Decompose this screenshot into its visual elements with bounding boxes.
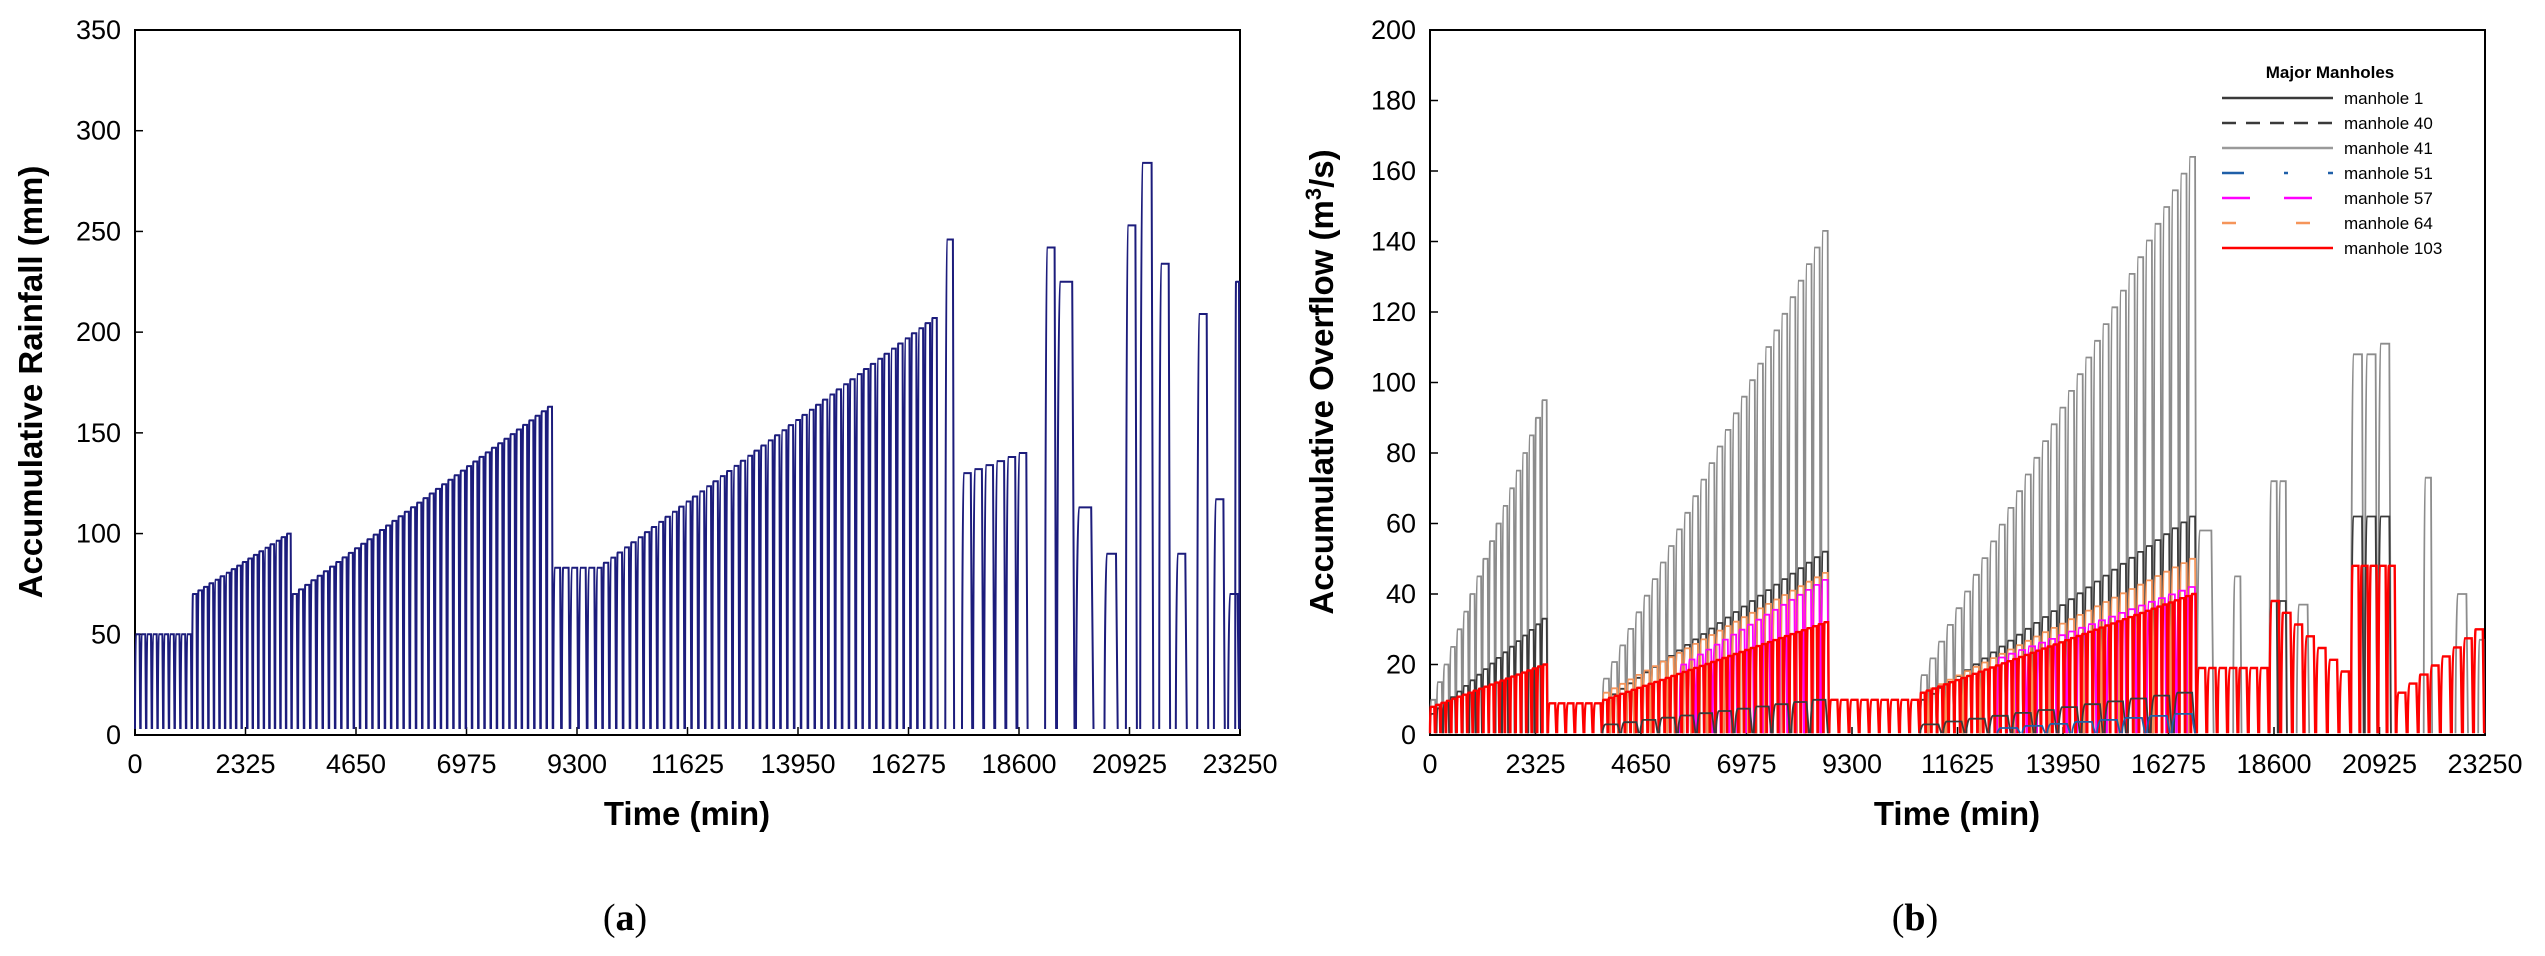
legend-label-6: manhole 103 xyxy=(2344,239,2442,258)
legend-label-5: manhole 64 xyxy=(2344,214,2433,233)
y-tick-label-1: 120 xyxy=(1371,297,1416,327)
x-tick-label-0: 6975 xyxy=(436,749,496,779)
legend-label-4: manhole 57 xyxy=(2344,189,2433,208)
overflow-line-manhole-1 xyxy=(1601,691,2196,734)
x-axis-title-b: Time (min) xyxy=(1874,795,2040,832)
series-a xyxy=(134,161,1241,730)
y-tick-label-0: 250 xyxy=(76,216,121,246)
plot-area-b xyxy=(1429,29,2486,736)
x-tick-label-1: 23250 xyxy=(2447,749,2522,779)
x-tick-label-1: 13950 xyxy=(2025,749,2100,779)
legend-b: Major Manholes manhole 1 manhole 40 manhol… xyxy=(2222,63,2442,258)
y-tick-label-1: 140 xyxy=(1371,227,1416,257)
overflow-line-manhole-103 xyxy=(1428,564,2486,734)
series-b xyxy=(1428,156,2486,734)
x-tick-label-0: 2325 xyxy=(215,749,275,779)
y-tick-label-1: 100 xyxy=(1371,368,1416,398)
caption-a-letter: a xyxy=(616,897,635,939)
chart-b: 0 2325 4650 6975 9300 11625 13950 16275 18600 209… xyxy=(1301,15,2523,939)
x-tick-label-0: 18600 xyxy=(981,749,1056,779)
caption-b: (b) xyxy=(1892,897,1938,939)
x-tick-label-0: 11625 xyxy=(651,749,724,779)
y-tick-label-0: 100 xyxy=(76,519,121,549)
x-tick-label-1: 18600 xyxy=(2236,749,2311,779)
y-tick-label-1: 40 xyxy=(1386,579,1416,609)
x-tick-label-1: 6975 xyxy=(1716,749,1776,779)
ticks-b: 0 2325 4650 6975 9300 11625 13950 16275 18600 209… xyxy=(1371,15,2523,779)
x-axis-title-a: Time (min) xyxy=(604,795,770,832)
y-tick-label-0: 50 xyxy=(91,619,121,649)
y-tick-label-1: 200 xyxy=(1371,15,1416,45)
ticks-a: 0 2325 4650 6975 9300 11625 13950 16275 18600 209… xyxy=(76,15,1278,779)
y-tick-label-1: 60 xyxy=(1386,509,1416,539)
y-tick-label-0: 300 xyxy=(76,116,121,146)
chart-a: 0 2325 4650 6975 9300 11625 13950 16275 18600 209… xyxy=(12,15,1278,939)
y-tick-label-0: 350 xyxy=(76,15,121,45)
y-axis-title-b-sup: 3 xyxy=(1301,188,1326,200)
x-tick-label-1: 9300 xyxy=(1822,749,1882,779)
x-tick-label-1: 0 xyxy=(1422,749,1437,779)
y-axis-title-b-prefix: Accumulative Overflow (m xyxy=(1303,200,1340,614)
x-tick-label-0: 20925 xyxy=(1092,749,1167,779)
y-tick-label-0: 0 xyxy=(106,720,121,750)
y-axis-title-a: Accumulative Rainfall (mm) xyxy=(12,166,49,599)
x-tick-label-0: 16275 xyxy=(871,749,946,779)
caption-a: (a) xyxy=(603,897,647,939)
y-tick-label-1: 0 xyxy=(1401,720,1416,750)
y-tick-label-1: 20 xyxy=(1386,650,1416,680)
x-tick-label-1: 20925 xyxy=(2342,749,2417,779)
x-tick-label-1: 2325 xyxy=(1505,749,1565,779)
x-tick-label-0: 13950 xyxy=(760,749,835,779)
legend-title: Major Manholes xyxy=(2266,63,2394,82)
x-tick-label-1: 4650 xyxy=(1611,749,1671,779)
y-axis-title-b-suffix: /s) xyxy=(1303,149,1340,188)
y-tick-label-0: 200 xyxy=(76,317,121,347)
y-tick-label-1: 160 xyxy=(1371,156,1416,186)
series-line-0 xyxy=(134,161,1241,730)
legend-label-1: manhole 40 xyxy=(2344,114,2433,133)
x-tick-label-1: 16275 xyxy=(2131,749,2206,779)
y-tick-label-1: 80 xyxy=(1386,438,1416,468)
caption-b-letter: b xyxy=(1904,897,1925,939)
x-tick-label-0: 0 xyxy=(127,749,142,779)
y-tick-label-1: 180 xyxy=(1371,86,1416,116)
x-tick-label-0: 23250 xyxy=(1202,749,1277,779)
overflow-line-manhole-41 xyxy=(1429,156,2486,734)
y-axis-title-b: Accumulative Overflow (m3/s) xyxy=(1301,149,1341,614)
overflow-line-manhole-51 xyxy=(1996,713,2196,734)
legend-label-2: manhole 41 xyxy=(2344,139,2433,158)
x-tick-label-1: 11625 xyxy=(1921,749,1994,779)
legend-label-0: manhole 1 xyxy=(2344,89,2423,108)
y-tick-label-0: 150 xyxy=(76,418,121,448)
x-tick-label-0: 9300 xyxy=(547,749,607,779)
x-tick-label-0: 4650 xyxy=(326,749,386,779)
legend-label-3: manhole 51 xyxy=(2344,164,2433,183)
